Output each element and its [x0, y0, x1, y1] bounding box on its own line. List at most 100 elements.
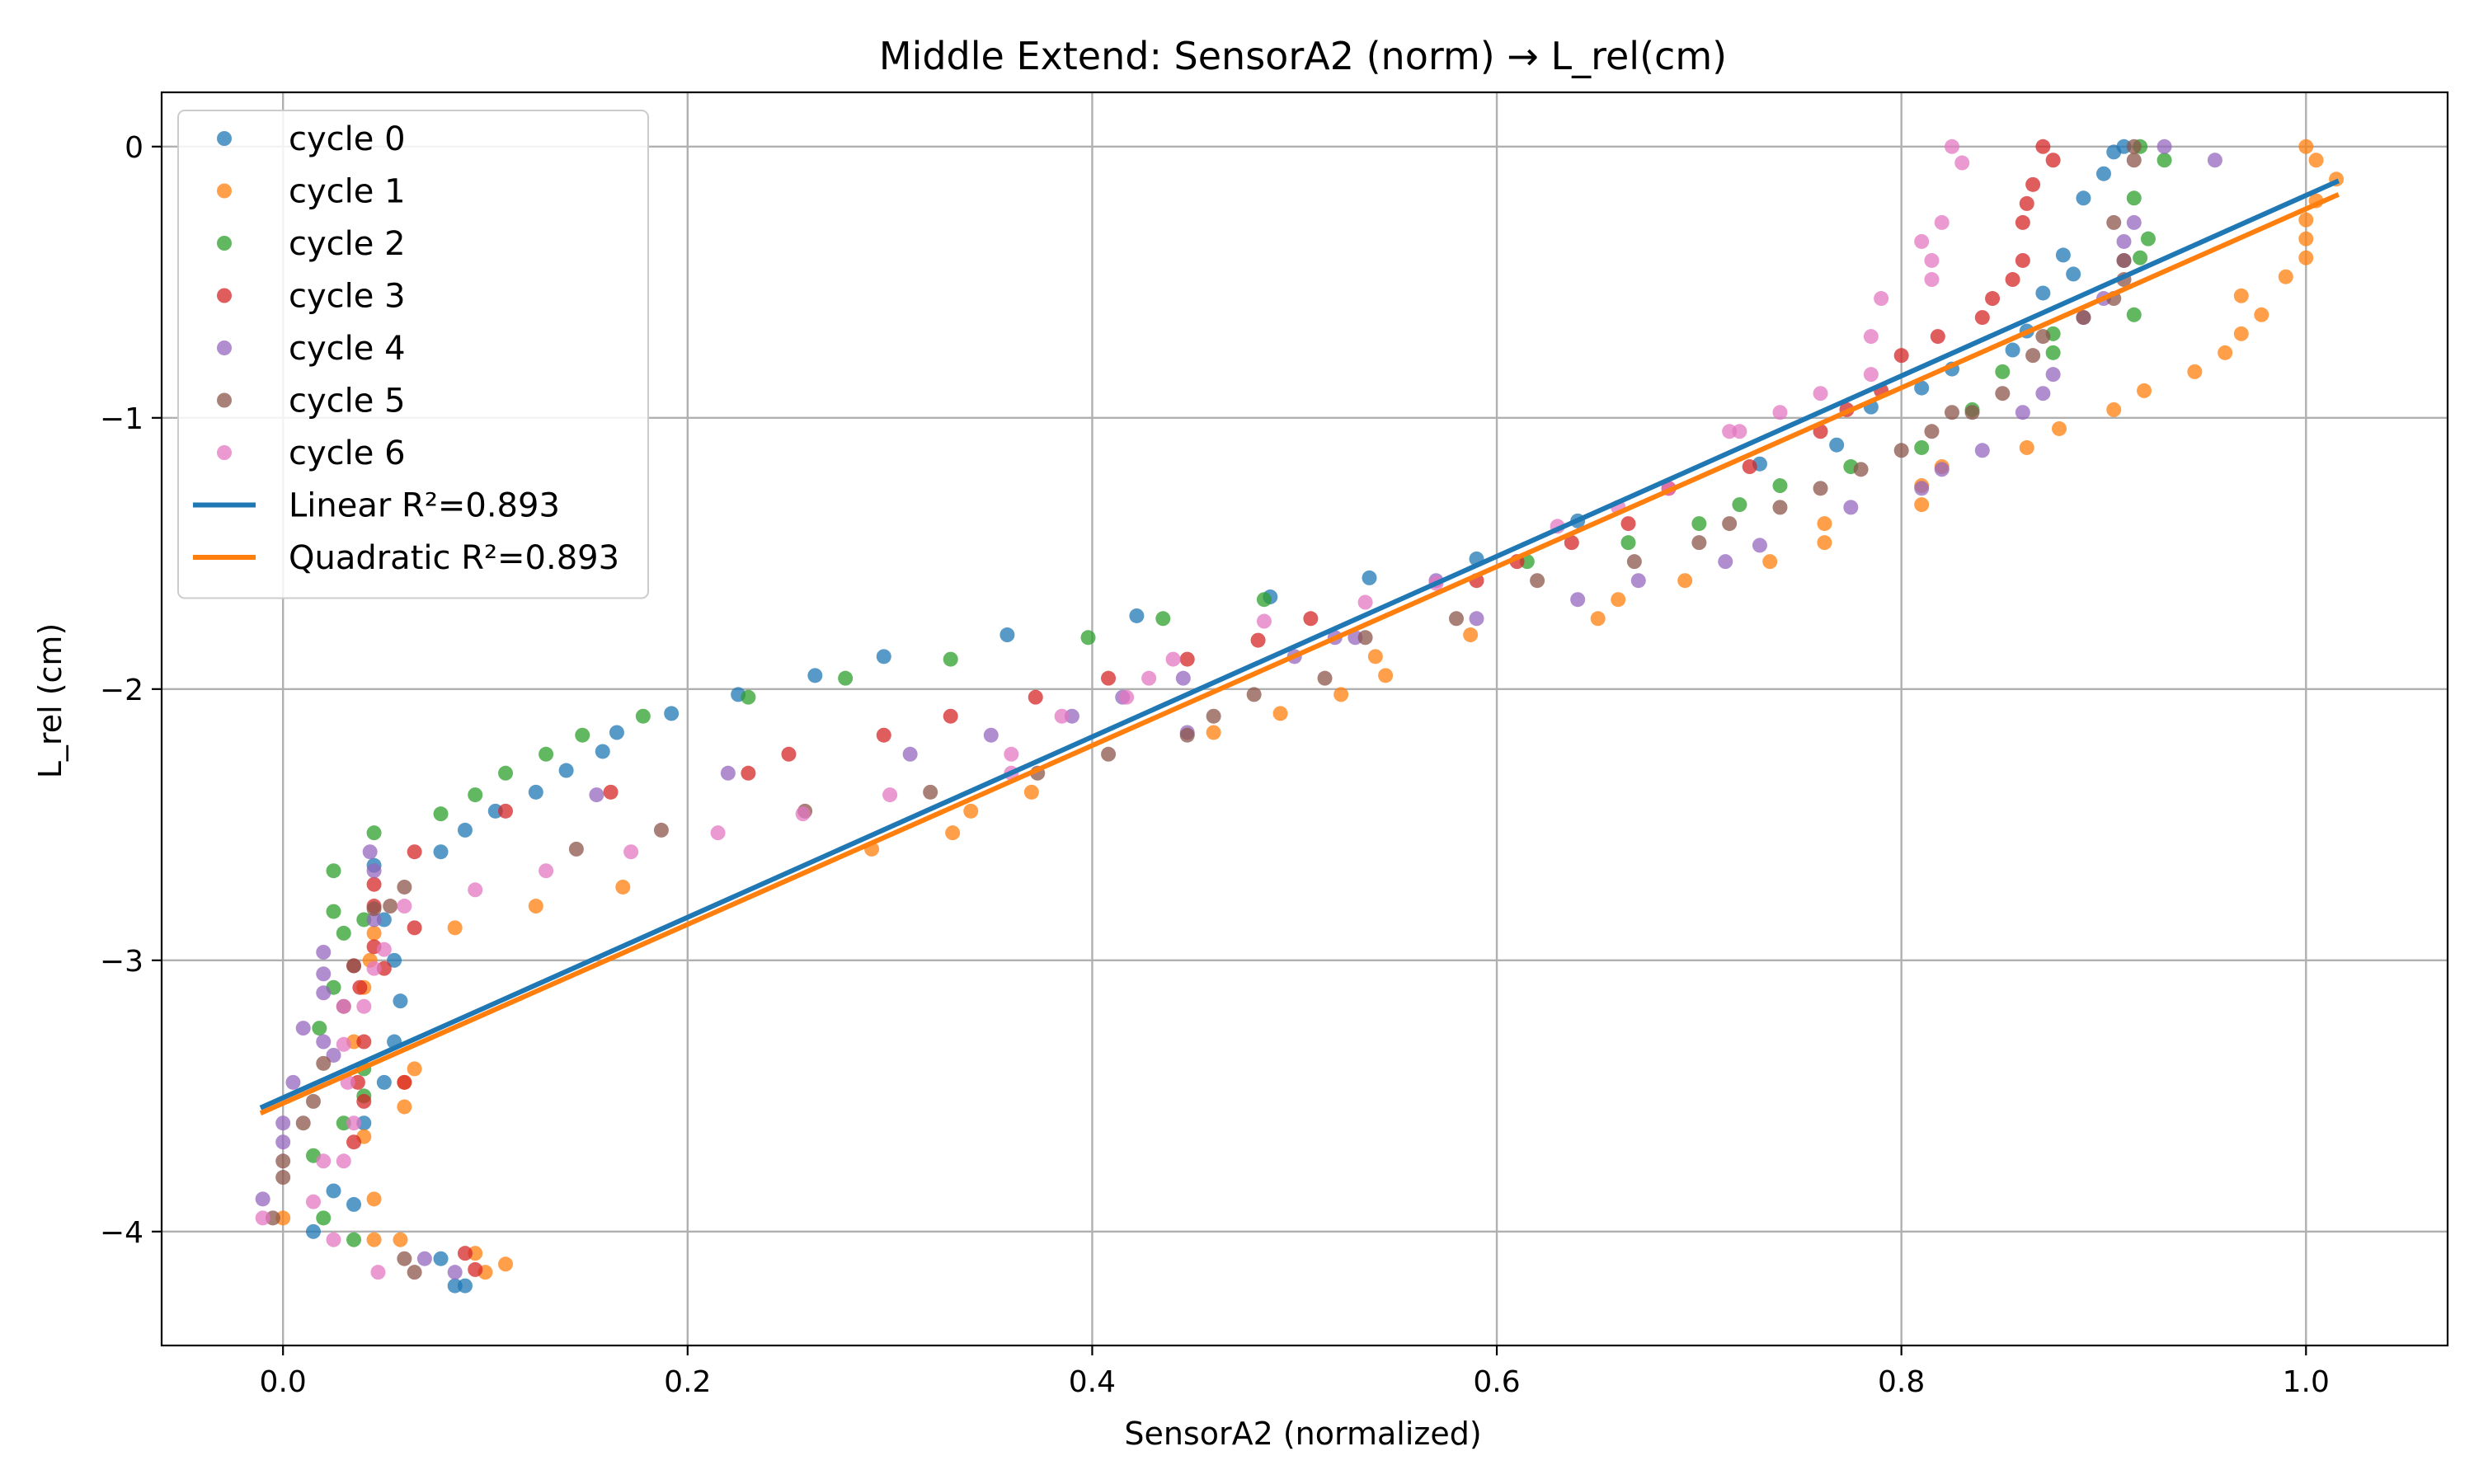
x-tick-label: 0.8 — [1878, 1365, 1925, 1399]
series-cycle-5 — [265, 139, 2142, 1280]
scatter-point — [1129, 608, 1145, 623]
scatter-point — [1718, 554, 1733, 570]
scatter-point — [316, 1055, 332, 1071]
scatter-point — [1813, 386, 1828, 402]
scatter-point — [397, 1074, 412, 1090]
scatter-point — [312, 1021, 327, 1036]
scatter-point — [433, 844, 449, 860]
scatter-point — [558, 763, 574, 778]
legend-marker — [217, 183, 232, 199]
legend-label: cycle 6 — [289, 434, 406, 472]
series-cycle-0 — [305, 139, 2132, 1294]
scatter-point — [393, 993, 408, 1009]
scatter-point — [1893, 443, 1909, 458]
scatter-point — [2308, 153, 2324, 168]
scatter-point — [603, 784, 618, 800]
scatter-point — [1626, 554, 1642, 570]
scatter-point — [2126, 190, 2142, 206]
scatter-point — [2116, 233, 2132, 249]
scatter-point — [1691, 516, 1707, 532]
fit-line — [259, 178, 2340, 1111]
ticks-layer: 0.0 0.2 0.4 0.6 0.8 1.0 0 −1 −2 −3 −4 — [100, 131, 2330, 1399]
scatter-point — [447, 1265, 463, 1280]
scatter-point — [1256, 613, 1272, 629]
scatter-point — [2218, 345, 2233, 360]
scatter-point — [1357, 630, 1373, 646]
scatter-point — [1155, 611, 1171, 627]
scatter-point — [539, 746, 554, 762]
scatter-point — [376, 942, 392, 957]
scatter-point — [366, 912, 382, 928]
scatter-point — [362, 844, 378, 860]
scatter-point — [1914, 233, 1930, 249]
scatter-point — [366, 1191, 382, 1207]
legend-label: cycle 0 — [289, 120, 406, 158]
scatter-point — [2116, 252, 2132, 268]
scatter-point — [2015, 405, 2030, 420]
scatter-point — [795, 806, 811, 822]
scatter-point — [275, 1115, 291, 1131]
scatter-point — [528, 899, 543, 914]
fit-lines-layer — [259, 178, 2340, 1116]
legend-marker — [217, 392, 232, 408]
scatter-point — [468, 882, 483, 898]
scatter-point — [2157, 139, 2172, 154]
scatter-point — [2207, 153, 2222, 168]
scatter-point — [1893, 348, 1909, 364]
scatter-point — [2126, 307, 2142, 322]
legend: cycle 0 cycle 1 cycle 2 cycle 3 cycle 4 cycle… — [177, 110, 649, 599]
scatter-point — [2045, 367, 2061, 383]
scatter-point — [575, 727, 590, 743]
scatter-point — [1028, 689, 1043, 705]
scatter-point — [615, 879, 631, 895]
scatter-point — [1752, 538, 1767, 553]
scatter-point — [275, 1170, 291, 1186]
scatter-point — [1448, 611, 1464, 627]
scatter-point — [2126, 153, 2142, 168]
scatter-point — [1934, 214, 1950, 230]
x-tick-label: 0.4 — [1069, 1365, 1116, 1399]
scatter-point — [2035, 139, 2051, 154]
scatter-point — [2035, 386, 2051, 402]
scatter-point — [945, 825, 961, 841]
scatter-point — [366, 876, 382, 892]
scatter-point — [447, 920, 463, 936]
scatter-point — [370, 1265, 386, 1280]
legend-marker — [217, 288, 232, 303]
scatter-point — [2035, 329, 2051, 345]
legend-box — [177, 110, 649, 599]
scatter-point — [295, 1021, 311, 1036]
scatter-point — [1175, 670, 1191, 686]
scatter-point — [366, 1232, 382, 1247]
scatter-point — [1930, 329, 1945, 345]
scatter-point — [2298, 212, 2314, 228]
scatter-point — [1367, 649, 1383, 665]
scatter-point — [336, 1036, 351, 1052]
scatter-point — [498, 765, 514, 781]
scatter-point — [366, 901, 382, 917]
chart-title: Middle Extend: SensorA2 (norm) → L_rel(c… — [879, 34, 1727, 78]
scatter-point — [2019, 439, 2034, 455]
scatter-point — [346, 1232, 362, 1247]
scatter-point — [1944, 139, 1959, 154]
scatter-point — [2025, 348, 2041, 364]
scatter-point — [1357, 594, 1373, 610]
scatter-point — [1206, 725, 1221, 740]
scatter-point — [2187, 364, 2203, 379]
scatter-point — [326, 863, 341, 879]
scatter-point — [1206, 708, 1221, 724]
legend-label: cycle 2 — [289, 225, 406, 263]
scatter-point — [2298, 231, 2314, 247]
scatter-point — [1924, 424, 1940, 439]
scatter-point — [2126, 214, 2142, 230]
scatter-point — [1762, 554, 1778, 570]
legend-label: Quadratic R²=0.893 — [289, 539, 619, 577]
scatter-point — [1620, 535, 1636, 551]
scatter-point — [255, 1210, 270, 1226]
scatter-point — [305, 1093, 321, 1109]
scatter-point — [416, 1251, 432, 1266]
scatter-point — [1914, 497, 1930, 513]
legend-label: cycle 1 — [289, 173, 406, 211]
scatter-point — [710, 825, 726, 841]
